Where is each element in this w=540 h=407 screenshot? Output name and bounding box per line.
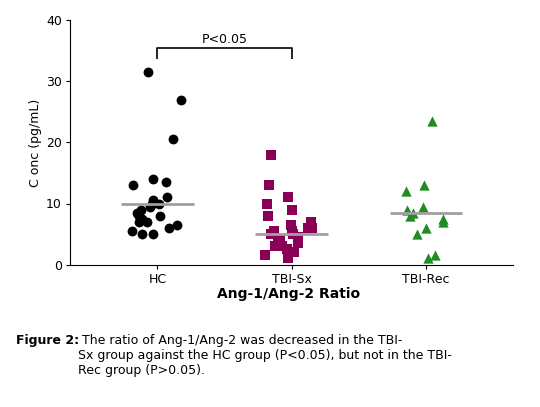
- Y-axis label: C onc (pg/mL): C onc (pg/mL): [29, 98, 42, 186]
- Point: [406, 212, 414, 219]
- Text: Figure 2:: Figure 2:: [16, 334, 79, 347]
- Point: [127, 228, 136, 234]
- Point: [294, 234, 303, 240]
- Point: [428, 118, 436, 125]
- Text: Ang-1/Ang-2 Ratio: Ang-1/Ang-2 Ratio: [217, 287, 361, 301]
- Point: [172, 221, 181, 228]
- Point: [438, 216, 447, 222]
- Point: [307, 219, 315, 225]
- Point: [148, 200, 157, 207]
- Point: [138, 231, 146, 237]
- Point: [438, 219, 447, 225]
- Point: [265, 182, 273, 188]
- Point: [264, 212, 272, 219]
- Point: [149, 197, 158, 204]
- Point: [413, 231, 421, 237]
- Point: [162, 179, 171, 186]
- Point: [143, 219, 152, 225]
- Point: [424, 255, 433, 262]
- Point: [288, 206, 296, 213]
- Point: [402, 206, 411, 213]
- Point: [278, 243, 286, 249]
- Point: [149, 231, 158, 237]
- Point: [294, 240, 302, 247]
- Point: [261, 252, 269, 259]
- Point: [145, 204, 154, 210]
- Point: [163, 194, 171, 201]
- Text: The ratio of Ang-1/Ang-2 was decreased in the TBI-
Sx group against the HC group: The ratio of Ang-1/Ang-2 was decreased i…: [78, 334, 452, 377]
- Point: [283, 246, 292, 252]
- Point: [177, 96, 186, 103]
- Point: [135, 212, 144, 219]
- Point: [422, 225, 430, 231]
- Point: [284, 255, 292, 262]
- Point: [269, 228, 278, 234]
- Point: [276, 237, 285, 243]
- Point: [274, 237, 283, 243]
- Point: [144, 69, 152, 76]
- Point: [307, 225, 316, 231]
- Point: [132, 209, 141, 216]
- Point: [290, 249, 299, 256]
- Point: [409, 209, 417, 216]
- Point: [129, 182, 138, 188]
- Point: [266, 151, 275, 158]
- Point: [430, 252, 439, 259]
- Point: [283, 194, 292, 201]
- Point: [155, 200, 164, 207]
- Point: [263, 200, 272, 207]
- Point: [271, 243, 279, 249]
- Point: [149, 176, 158, 182]
- Point: [267, 231, 275, 237]
- Point: [289, 231, 298, 237]
- Point: [164, 225, 173, 231]
- Point: [135, 219, 144, 225]
- Point: [419, 204, 428, 210]
- Point: [284, 249, 292, 256]
- Point: [137, 206, 146, 213]
- Point: [303, 225, 312, 231]
- Point: [288, 228, 296, 234]
- Text: P<0.05: P<0.05: [201, 33, 247, 46]
- Point: [287, 221, 295, 228]
- Point: [138, 216, 147, 222]
- Point: [156, 212, 165, 219]
- Point: [401, 188, 410, 195]
- Point: [168, 136, 177, 143]
- Point: [420, 182, 428, 188]
